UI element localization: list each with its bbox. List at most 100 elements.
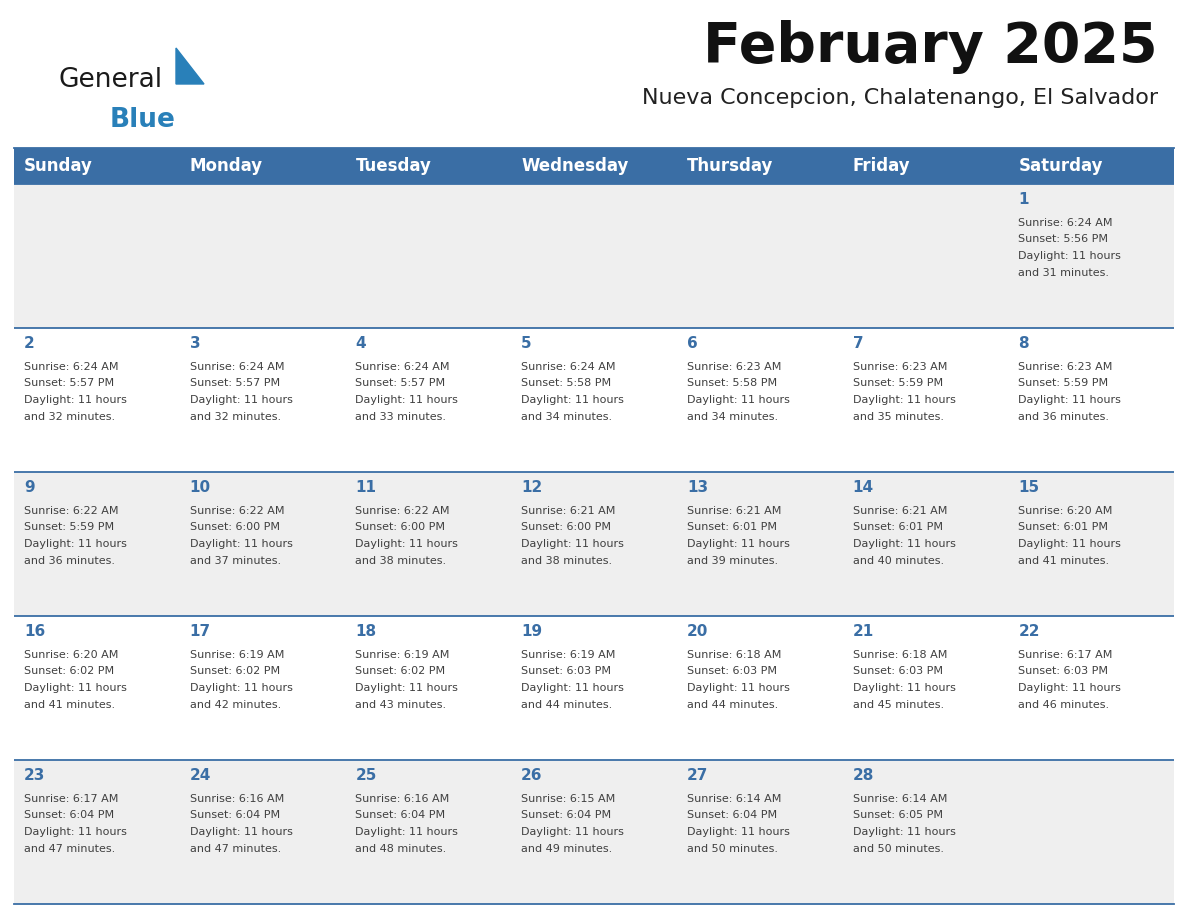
Text: Sunrise: 6:23 AM: Sunrise: 6:23 AM [853, 362, 947, 372]
Text: and 44 minutes.: and 44 minutes. [522, 700, 612, 710]
Text: and 34 minutes.: and 34 minutes. [522, 411, 612, 421]
Text: Saturday: Saturday [1018, 157, 1102, 175]
Text: Sunset: 5:57 PM: Sunset: 5:57 PM [190, 378, 280, 388]
Text: 11: 11 [355, 480, 377, 496]
Text: Tuesday: Tuesday [355, 157, 431, 175]
Text: 27: 27 [687, 768, 708, 783]
Text: Sunrise: 6:23 AM: Sunrise: 6:23 AM [1018, 362, 1113, 372]
Text: Daylight: 11 hours: Daylight: 11 hours [190, 827, 292, 837]
Polygon shape [176, 48, 204, 84]
Text: Sunrise: 6:20 AM: Sunrise: 6:20 AM [24, 650, 119, 660]
Text: Sunrise: 6:19 AM: Sunrise: 6:19 AM [522, 650, 615, 660]
Text: Sunrise: 6:21 AM: Sunrise: 6:21 AM [522, 506, 615, 516]
Text: and 37 minutes.: and 37 minutes. [190, 555, 280, 565]
Text: 24: 24 [190, 768, 211, 783]
Text: and 36 minutes.: and 36 minutes. [1018, 411, 1110, 421]
Text: Daylight: 11 hours: Daylight: 11 hours [853, 683, 955, 693]
Text: and 47 minutes.: and 47 minutes. [190, 844, 282, 854]
Text: Blue: Blue [110, 107, 176, 133]
Text: General: General [58, 67, 162, 93]
Text: Friday: Friday [853, 157, 910, 175]
Text: Sunrise: 6:22 AM: Sunrise: 6:22 AM [24, 506, 119, 516]
Text: and 41 minutes.: and 41 minutes. [1018, 555, 1110, 565]
Text: Sunset: 6:02 PM: Sunset: 6:02 PM [355, 666, 446, 677]
Text: 26: 26 [522, 768, 543, 783]
Text: Sunrise: 6:24 AM: Sunrise: 6:24 AM [190, 362, 284, 372]
Text: 19: 19 [522, 624, 542, 640]
Text: Sunset: 6:03 PM: Sunset: 6:03 PM [522, 666, 611, 677]
Text: Sunset: 6:00 PM: Sunset: 6:00 PM [190, 522, 279, 532]
Text: Sunset: 5:59 PM: Sunset: 5:59 PM [1018, 378, 1108, 388]
Text: Sunset: 5:57 PM: Sunset: 5:57 PM [24, 378, 114, 388]
Text: and 50 minutes.: and 50 minutes. [687, 844, 778, 854]
Text: 18: 18 [355, 624, 377, 640]
Text: and 36 minutes.: and 36 minutes. [24, 555, 115, 565]
Text: Sunrise: 6:21 AM: Sunrise: 6:21 AM [853, 506, 947, 516]
Text: Sunrise: 6:14 AM: Sunrise: 6:14 AM [687, 794, 782, 804]
Text: Daylight: 11 hours: Daylight: 11 hours [1018, 683, 1121, 693]
Text: Sunrise: 6:15 AM: Sunrise: 6:15 AM [522, 794, 615, 804]
Text: Daylight: 11 hours: Daylight: 11 hours [190, 539, 292, 549]
Text: 17: 17 [190, 624, 210, 640]
Text: 22: 22 [1018, 624, 1040, 640]
Text: and 32 minutes.: and 32 minutes. [190, 411, 280, 421]
Text: Daylight: 11 hours: Daylight: 11 hours [687, 539, 790, 549]
Text: and 39 minutes.: and 39 minutes. [687, 555, 778, 565]
Text: Sunset: 6:03 PM: Sunset: 6:03 PM [687, 666, 777, 677]
Text: 5: 5 [522, 337, 532, 352]
Text: Daylight: 11 hours: Daylight: 11 hours [355, 395, 459, 405]
Text: Daylight: 11 hours: Daylight: 11 hours [522, 395, 624, 405]
Text: Sunrise: 6:23 AM: Sunrise: 6:23 AM [687, 362, 782, 372]
Text: Sunset: 6:03 PM: Sunset: 6:03 PM [853, 666, 942, 677]
Text: and 41 minutes.: and 41 minutes. [24, 700, 115, 710]
Text: Sunrise: 6:14 AM: Sunrise: 6:14 AM [853, 794, 947, 804]
Text: Daylight: 11 hours: Daylight: 11 hours [1018, 395, 1121, 405]
Text: Sunday: Sunday [24, 157, 93, 175]
Text: Sunrise: 6:16 AM: Sunrise: 6:16 AM [355, 794, 450, 804]
Text: 28: 28 [853, 768, 874, 783]
Text: Daylight: 11 hours: Daylight: 11 hours [522, 683, 624, 693]
Text: 1: 1 [1018, 193, 1029, 207]
Bar [14, 472, 1174, 616]
Text: Daylight: 11 hours: Daylight: 11 hours [24, 683, 127, 693]
Text: 21: 21 [853, 624, 874, 640]
Text: Sunrise: 6:17 AM: Sunrise: 6:17 AM [1018, 650, 1113, 660]
Text: 8: 8 [1018, 337, 1029, 352]
Text: and 31 minutes.: and 31 minutes. [1018, 267, 1110, 277]
Text: Thursday: Thursday [687, 157, 773, 175]
Text: and 38 minutes.: and 38 minutes. [522, 555, 612, 565]
Text: Sunrise: 6:24 AM: Sunrise: 6:24 AM [522, 362, 615, 372]
Text: Sunset: 6:04 PM: Sunset: 6:04 PM [522, 811, 612, 821]
Text: Sunset: 5:57 PM: Sunset: 5:57 PM [355, 378, 446, 388]
Text: and 45 minutes.: and 45 minutes. [853, 700, 943, 710]
Text: Sunset: 5:58 PM: Sunset: 5:58 PM [687, 378, 777, 388]
Text: Daylight: 11 hours: Daylight: 11 hours [853, 539, 955, 549]
Text: Sunrise: 6:20 AM: Sunrise: 6:20 AM [1018, 506, 1113, 516]
Text: Sunrise: 6:19 AM: Sunrise: 6:19 AM [190, 650, 284, 660]
Bar [14, 184, 1174, 328]
Text: 3: 3 [190, 337, 201, 352]
Text: and 38 minutes.: and 38 minutes. [355, 555, 447, 565]
Text: Sunset: 6:04 PM: Sunset: 6:04 PM [24, 811, 114, 821]
Text: Daylight: 11 hours: Daylight: 11 hours [355, 683, 459, 693]
Text: 20: 20 [687, 624, 708, 640]
Text: Sunset: 6:02 PM: Sunset: 6:02 PM [24, 666, 114, 677]
Text: Sunset: 6:01 PM: Sunset: 6:01 PM [853, 522, 942, 532]
Bar [14, 616, 1174, 760]
Text: and 33 minutes.: and 33 minutes. [355, 411, 447, 421]
Text: Sunrise: 6:18 AM: Sunrise: 6:18 AM [687, 650, 782, 660]
Bar [14, 148, 1174, 184]
Bar [14, 328, 1174, 472]
Text: Daylight: 11 hours: Daylight: 11 hours [853, 395, 955, 405]
Text: and 35 minutes.: and 35 minutes. [853, 411, 943, 421]
Text: Wednesday: Wednesday [522, 157, 628, 175]
Text: and 42 minutes.: and 42 minutes. [190, 700, 282, 710]
Text: Daylight: 11 hours: Daylight: 11 hours [355, 539, 459, 549]
Text: 7: 7 [853, 337, 864, 352]
Text: Daylight: 11 hours: Daylight: 11 hours [1018, 539, 1121, 549]
Text: Daylight: 11 hours: Daylight: 11 hours [687, 683, 790, 693]
Text: 13: 13 [687, 480, 708, 496]
Text: February 2025: February 2025 [703, 20, 1158, 74]
Text: Sunrise: 6:24 AM: Sunrise: 6:24 AM [1018, 218, 1113, 228]
Text: Daylight: 11 hours: Daylight: 11 hours [190, 395, 292, 405]
